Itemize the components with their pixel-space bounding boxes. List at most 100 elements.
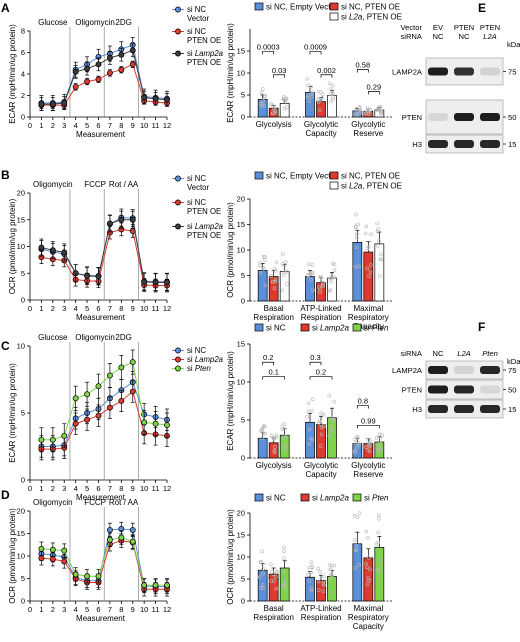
- blot-protein-label: PTEN: [402, 386, 422, 395]
- x-tick-label: 7: [108, 304, 112, 313]
- replicate-dot: [365, 582, 370, 586]
- replicate-dot: [379, 252, 383, 257]
- replicate-dot: [318, 108, 322, 112]
- x-tick-label: 11: [152, 484, 160, 493]
- data-point: [118, 534, 125, 541]
- lane-label: PTEN: [480, 23, 500, 32]
- replicate-dot: [260, 87, 265, 91]
- mw-label: 50: [508, 113, 516, 122]
- group-label: ATP-Linked: [300, 304, 341, 313]
- label-part: si NC: [187, 27, 206, 36]
- replicate-dot: [353, 112, 357, 117]
- replicate-dot: [258, 270, 263, 275]
- x-tick-label: 3: [62, 304, 66, 313]
- series-line: [63, 260, 77, 280]
- replicate-dot: [309, 588, 314, 593]
- lane-label: L2A: [457, 349, 471, 358]
- replicate-dot: [365, 106, 370, 111]
- replicate-dot: [375, 229, 380, 234]
- x-tick-label: 5: [85, 121, 89, 130]
- replicate-dot: [328, 87, 333, 92]
- replicate-dot: [311, 288, 315, 292]
- replicate-dot: [380, 433, 385, 437]
- legend-label: si NC: [187, 27, 206, 36]
- data-point: [106, 54, 113, 61]
- group-label: Maximal: [353, 604, 383, 613]
- group-label: Capacity: [353, 322, 384, 331]
- group-label: Reserve: [353, 470, 383, 479]
- data-point: [84, 391, 91, 398]
- label-part: si: [364, 324, 372, 333]
- legend-label: si Lamp2a: [312, 494, 349, 503]
- series-line: [132, 382, 145, 415]
- legend-swatch: [329, 2, 339, 11]
- data-point: [152, 420, 159, 427]
- legend-label: si NC, PTEN OE: [341, 172, 400, 181]
- y-tick-label: 15: [237, 47, 245, 56]
- x-axis-label: Measurement: [76, 493, 126, 502]
- phase-label: Oligomycin: [33, 180, 73, 189]
- data-point: [49, 556, 56, 563]
- blot-protein-label: H3: [412, 405, 422, 414]
- data-point: [141, 94, 148, 101]
- x-axis-label: Measurement: [76, 313, 126, 322]
- legend-marker: [175, 347, 181, 354]
- p-value: 0.58: [356, 60, 371, 69]
- protein-band: [454, 113, 474, 121]
- replicate-dot: [305, 95, 310, 100]
- replicate-dot: [328, 288, 333, 293]
- replicate-dot: [321, 281, 325, 286]
- replicate-dot: [272, 450, 277, 455]
- replicate-dot: [318, 570, 322, 574]
- x-tick-label: 9: [131, 121, 135, 130]
- replicate-dot: [282, 106, 287, 111]
- replicate-dot: [310, 565, 314, 570]
- legend-label-line2: PTEN OE: [187, 207, 221, 216]
- significance-bracket: [309, 361, 322, 366]
- replicate-dot: [280, 252, 285, 256]
- replicate-dot: [358, 107, 362, 112]
- replicate-dot: [357, 112, 361, 117]
- replicate-dot: [332, 268, 337, 273]
- replicate-dot: [309, 84, 314, 89]
- replicate-dot: [282, 582, 286, 587]
- bar: [374, 546, 385, 602]
- blot-row-label: Vector: [400, 23, 422, 32]
- y-axis-label: ECAR (mpH/min/ug protein): [8, 24, 17, 124]
- data-point: [61, 100, 68, 106]
- y-tick-label: 0: [241, 597, 245, 606]
- y-tick-label: 10: [237, 69, 245, 78]
- replicate-dot: [327, 81, 332, 86]
- panel-letter-e: E: [478, 1, 486, 15]
- blot-row-label: siRNA: [400, 349, 422, 358]
- data-point: [95, 412, 102, 419]
- panel-letter-f: F: [478, 320, 485, 334]
- blot-protein-label: PTEN: [402, 113, 422, 122]
- replicate-dot: [354, 112, 359, 117]
- data-point: [72, 270, 79, 277]
- protein-band: [480, 140, 500, 148]
- series-line: [63, 423, 77, 449]
- replicate-dot: [369, 263, 373, 267]
- replicate-dot: [284, 260, 288, 264]
- legend-label: si L2a, PTEN OE: [341, 182, 402, 191]
- replicate-dot: [319, 432, 324, 437]
- lane-label: PTEN: [454, 23, 474, 32]
- group-label: Glycolytic: [304, 120, 338, 129]
- replicate-dot: [280, 288, 285, 293]
- data-point: [84, 65, 91, 72]
- legend-marker: [175, 28, 181, 35]
- group-label: Basal: [264, 604, 284, 613]
- replicate-dot: [272, 286, 277, 291]
- replicate-dot: [309, 570, 314, 575]
- data-point: [38, 555, 45, 562]
- x-axis-label: Measurement: [76, 614, 126, 623]
- data-point: [141, 278, 148, 285]
- label-part: si: [312, 324, 320, 333]
- replicate-dot: [306, 401, 311, 406]
- y-tick-label: 5: [241, 575, 245, 584]
- x-tick-label: 0: [28, 304, 32, 313]
- replicate-dot: [355, 434, 360, 439]
- data-point: [129, 359, 136, 366]
